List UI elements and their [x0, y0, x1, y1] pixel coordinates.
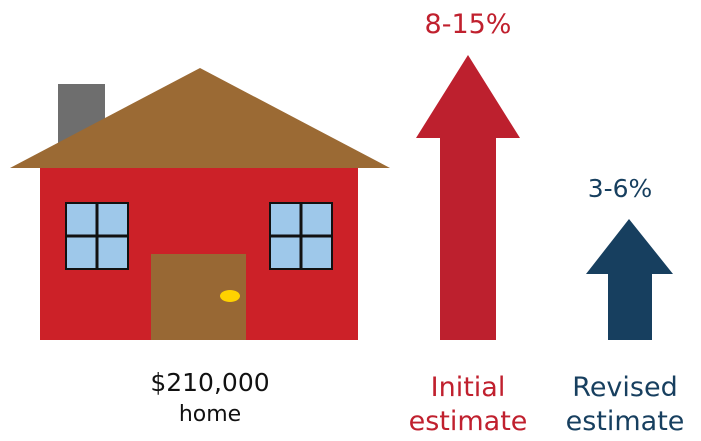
revised-estimate-label-line2: estimate — [565, 406, 685, 437]
house-roof — [10, 68, 390, 168]
house-caption-label: home — [178, 402, 242, 427]
door-knob — [220, 290, 240, 302]
revised-estimate-arrow — [586, 219, 673, 340]
initial-estimate-arrow — [416, 55, 520, 340]
left-window — [65, 202, 129, 270]
initial-estimate-label-line1: Initial — [430, 372, 506, 403]
initial-estimate-range: 8-15% — [424, 9, 512, 40]
right-window — [269, 202, 333, 270]
house-icon — [10, 68, 390, 340]
initial-estimate-label-line2: estimate — [408, 406, 528, 437]
revised-estimate-range: 3-6% — [587, 174, 653, 203]
revised-estimate-label-line1: Revised — [572, 372, 678, 403]
house-price-label: $210,000 — [150, 368, 270, 397]
